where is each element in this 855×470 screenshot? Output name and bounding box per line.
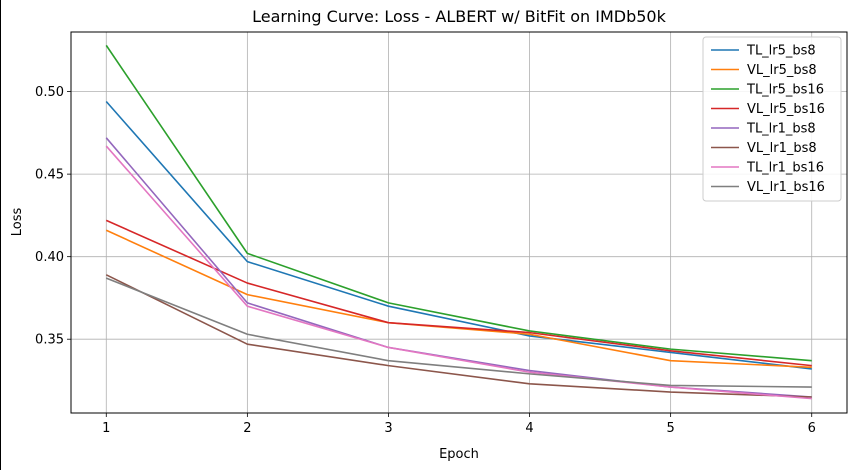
series-line-tl-lr5-bs8 xyxy=(105,100,812,370)
chart-title: Learning Curve: Loss - ALBERT w/ BitFit … xyxy=(252,7,667,26)
plot-frame xyxy=(70,31,848,414)
legend-label-vl-lr5-bs16: VL_lr5_bs16 xyxy=(747,102,825,117)
x-axis-ticks: 1 2 3 4 5 6 xyxy=(102,413,816,436)
series-line-vl-lr5-bs16 xyxy=(105,219,812,367)
legend-label-tl-lr5-bs8: TL_lr5_bs8 xyxy=(746,44,816,59)
x-tick-label: 3 xyxy=(384,421,392,436)
legend-label-tl-lr5-bs16: TL_lr5_bs16 xyxy=(746,83,824,98)
series-line-vl-lr5-bs8 xyxy=(105,229,812,369)
series-line-tl-lr1-bs16 xyxy=(105,145,812,400)
x-tick-label: 2 xyxy=(243,421,251,436)
y-tick-label: 0.40 xyxy=(35,250,64,265)
y-tick-label: 0.35 xyxy=(35,333,64,348)
series-line-tl-lr5-bs16 xyxy=(105,44,812,362)
y-tick-label: 0.45 xyxy=(35,168,64,183)
x-tick-label: 6 xyxy=(808,421,816,436)
x-tick-label: 4 xyxy=(525,421,533,436)
legend: TL_lr5_bs8 VL_lr5_bs8 TL_lr5_bs16 VL_lr5_bs… xyxy=(702,36,842,202)
legend-label-vl-lr1-bs16: VL_lr1_bs16 xyxy=(747,180,825,195)
x-tick-label: 5 xyxy=(666,421,674,436)
y-tick-label: 0.50 xyxy=(35,85,64,100)
legend-label-tl-lr1-bs16: TL_lr1_bs16 xyxy=(746,161,824,176)
x-axis-label: Epoch xyxy=(439,447,479,462)
x-tick-label: 1 xyxy=(102,421,110,436)
legend-label-vl-lr5-bs8: VL_lr5_bs8 xyxy=(747,63,817,78)
legend-label-vl-lr1-bs8: VL_lr1_bs8 xyxy=(747,141,817,156)
legend-box xyxy=(702,36,842,202)
series-line-vl-lr1-bs16 xyxy=(105,277,812,388)
series-group xyxy=(105,44,812,400)
series-line-vl-lr1-bs8 xyxy=(105,274,812,398)
y-axis-ticks: 0.35 0.40 0.45 0.50 xyxy=(35,85,71,348)
y-axis-label: Loss xyxy=(10,208,25,237)
legend-label-tl-lr1-bs8: TL_lr1_bs8 xyxy=(746,122,816,137)
